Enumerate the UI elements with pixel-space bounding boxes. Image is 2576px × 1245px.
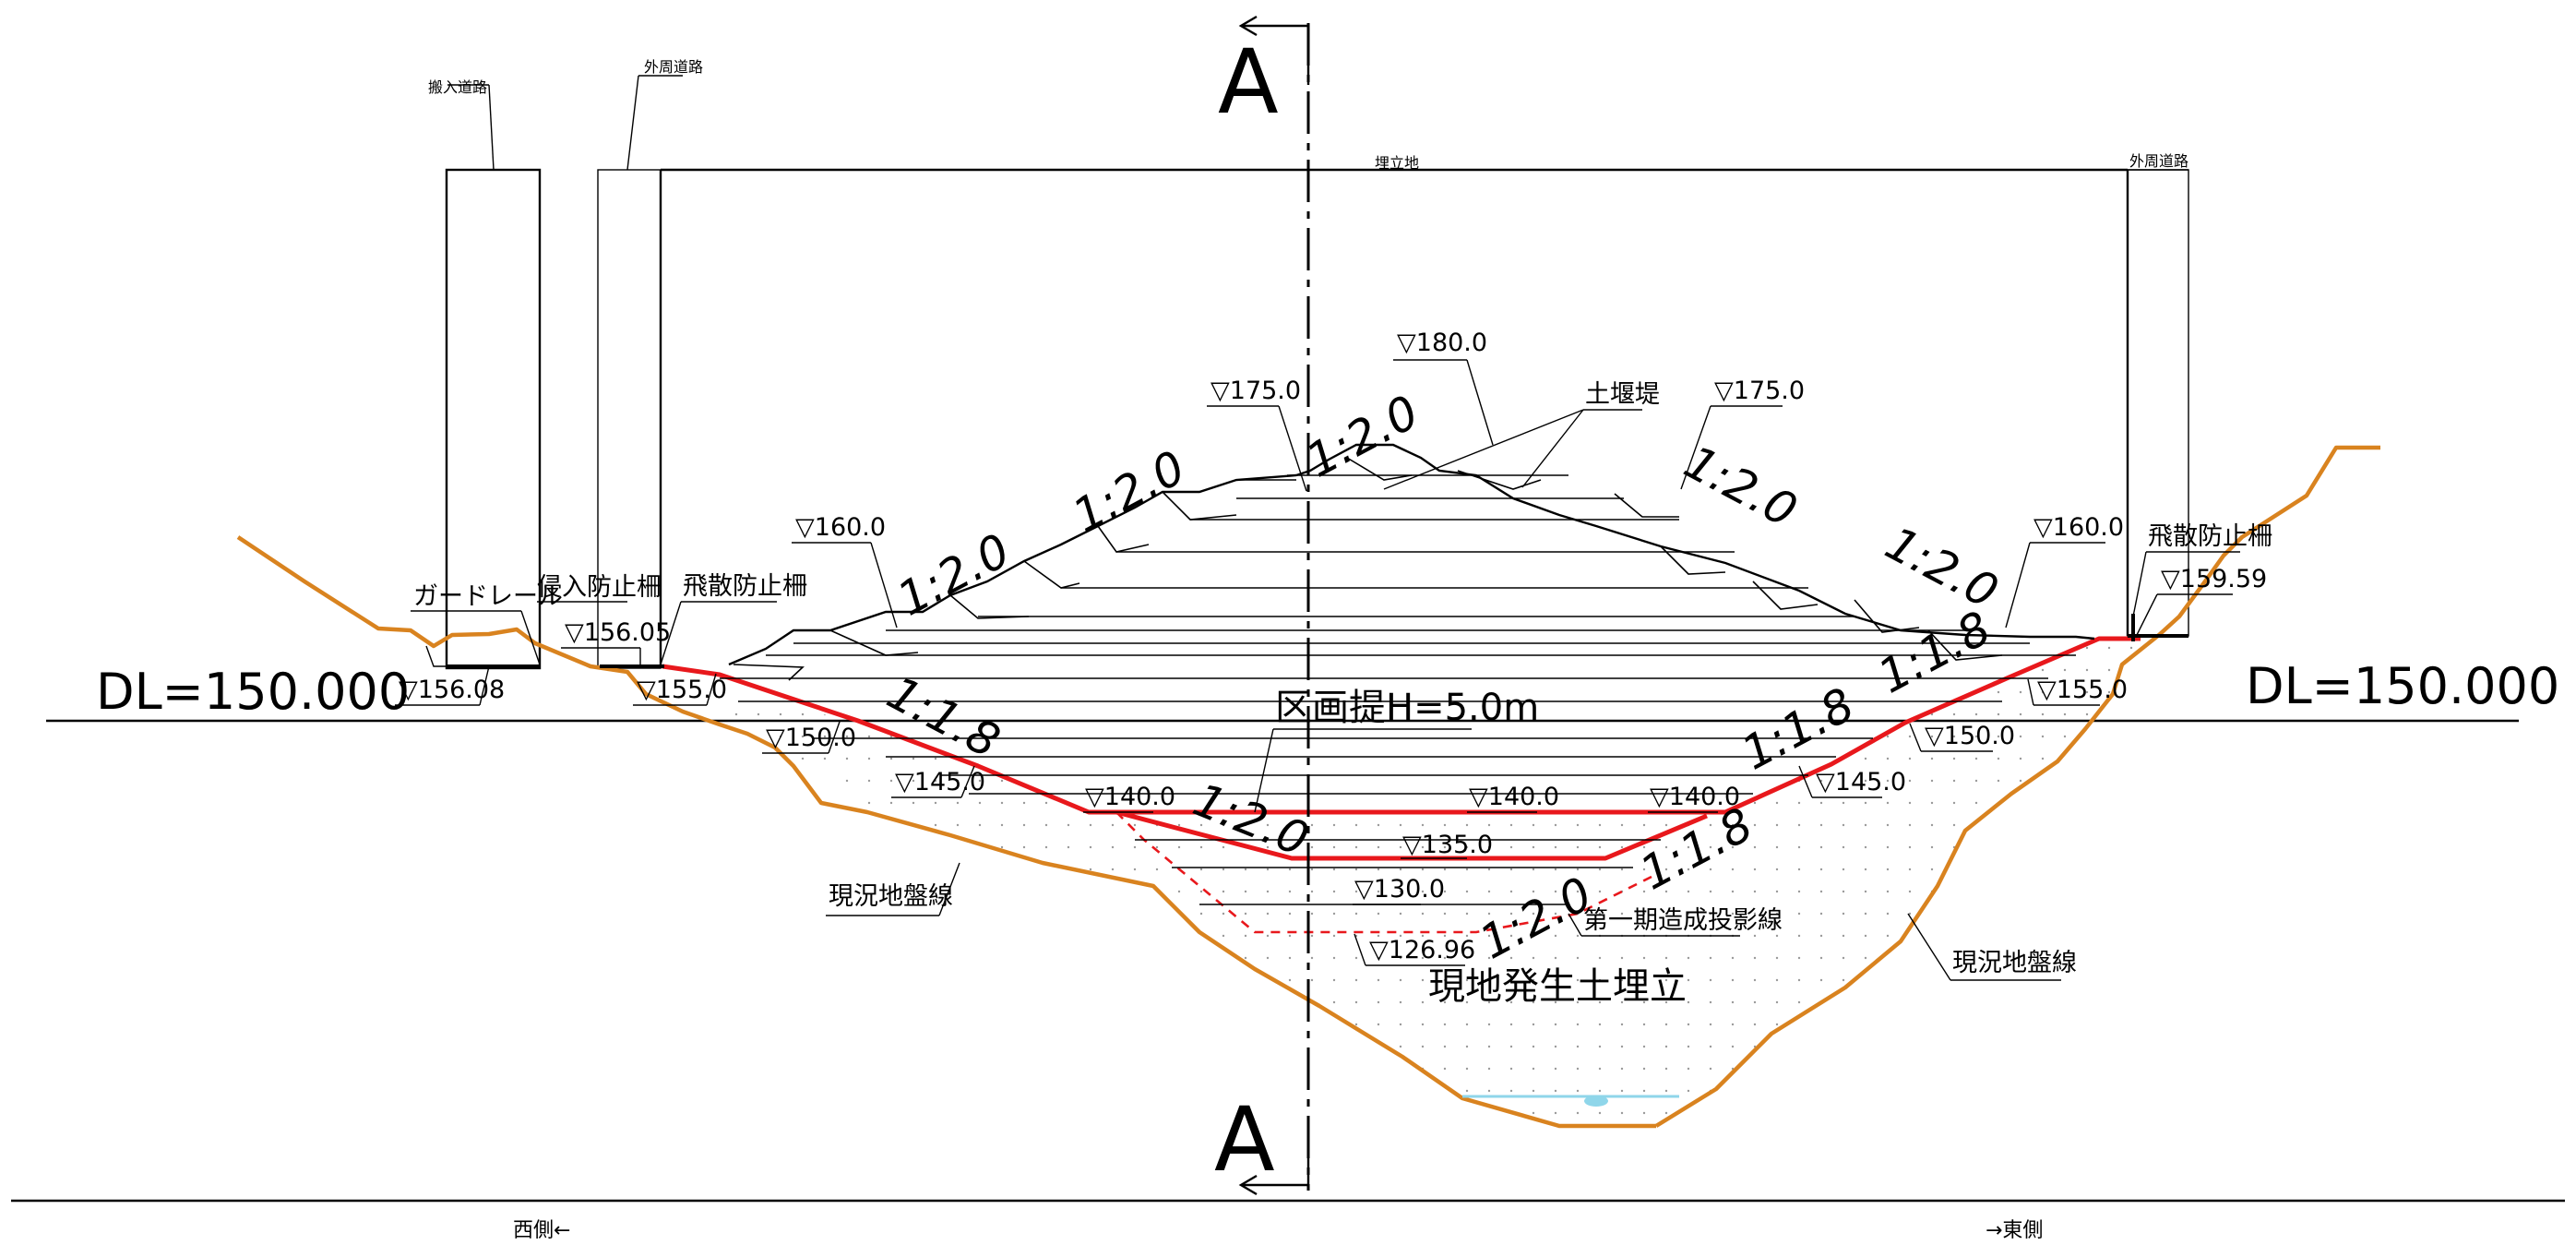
phase1-line-label: 第一期造成投影線 xyxy=(1583,906,1783,935)
section-arrow-bottom xyxy=(1241,1117,1310,1187)
elev-175-left: ▽175.0 xyxy=(1210,377,1301,405)
scatter-fence-left-label: 飛散防止柵 xyxy=(683,572,807,601)
elev-150-left: ▽150.0 xyxy=(766,724,856,752)
elev-180: ▽180.0 xyxy=(1397,329,1487,357)
intrusion-fence-label: 侵入防止柵 xyxy=(537,573,662,602)
elev-160-right: ▽160.0 xyxy=(2033,513,2124,542)
partition-dike-label: 区画提H=5.0m xyxy=(1275,687,1539,729)
east-direction-label: →東側 xyxy=(1986,1219,2043,1242)
fence-posts xyxy=(425,614,2188,668)
section-arrow-top-head xyxy=(1238,15,1258,37)
section-arrow-top xyxy=(1241,24,1310,85)
scatter-fence-right-label: 飛散防止柵 xyxy=(2148,522,2272,551)
elev-160-left: ▽160.0 xyxy=(795,513,886,542)
slope-label-4: 1:2.0 xyxy=(1676,435,1805,537)
elev-155-left: ▽155.0 xyxy=(637,676,727,704)
fill-hatch-area xyxy=(701,643,2141,1126)
section-mark-top: A xyxy=(1218,30,1279,134)
elevation-labels: ▽156.08 ▽156.05 ▽155.0 ▽150.0 ▽145.0 ▽14… xyxy=(395,329,2267,966)
elev-145-right: ▽145.0 xyxy=(1816,768,1906,796)
west-direction-label: 西側← xyxy=(513,1219,570,1242)
elev-135: ▽135.0 xyxy=(1402,831,1493,859)
elev-156-08: ▽156.08 xyxy=(399,676,505,704)
elev-150-right: ▽150.0 xyxy=(1925,722,2015,750)
elev-140-mid: ▽140.0 xyxy=(1469,783,1559,811)
elev-145-left: ▽145.0 xyxy=(895,768,985,796)
elev-159-59: ▽159.59 xyxy=(2161,565,2267,593)
slope-label-5: 1:2.0 xyxy=(1877,516,2006,618)
existing-ground-line-right xyxy=(1654,445,2380,1128)
slope-label-1: 1:2.0 xyxy=(888,523,1018,626)
terraced-fill xyxy=(720,443,2095,905)
outer-road-left-label: 外周道路 xyxy=(644,58,703,76)
fill-label: 現地発生土埋立 xyxy=(1428,965,1687,1008)
design-line-main xyxy=(662,636,2141,815)
ground-right-label: 現況地盤線 xyxy=(1952,949,2077,977)
ground-left-label: 現況地盤線 xyxy=(829,882,953,911)
outer-road-right-label: 外周道路 xyxy=(2129,152,2188,170)
elev-130: ▽130.0 xyxy=(1354,875,1445,904)
elev-175-right: ▽175.0 xyxy=(1714,377,1805,405)
elev-140-left: ▽140.0 xyxy=(1085,783,1175,811)
slope-label-2: 1:2.0 xyxy=(1064,440,1193,543)
datum-label-right: DL=150.000 xyxy=(2246,657,2559,715)
elev-155-right: ▽155.0 xyxy=(2037,676,2128,704)
section-arrow-bottom-head xyxy=(1238,1174,1258,1196)
slope-label-3: 1:2.0 xyxy=(1297,385,1426,487)
earth-dam-label: 土堰堤 xyxy=(1585,380,1660,409)
guardrail-label: ガードレール xyxy=(413,582,563,611)
datum-label-left: DL=150.000 xyxy=(96,663,410,721)
facility-labels: ガードレール 侵入防止柵 飛散防止柵 飛散防止柵 土堰堤 区画提H=5.0m 第… xyxy=(411,380,2272,1008)
water-mark xyxy=(1584,1095,1608,1107)
elev-126-96: ▽126.96 xyxy=(1369,936,1475,964)
elev-156-05: ▽156.05 xyxy=(565,618,671,647)
section-mark-bottom: A xyxy=(1214,1088,1275,1191)
elev-140-right: ▽140.0 xyxy=(1650,783,1740,811)
landfill-label: 埋立地 xyxy=(1375,154,1419,172)
existing-ground-line-left xyxy=(236,535,1656,1129)
access-road-label: 搬入道路 xyxy=(428,78,487,96)
